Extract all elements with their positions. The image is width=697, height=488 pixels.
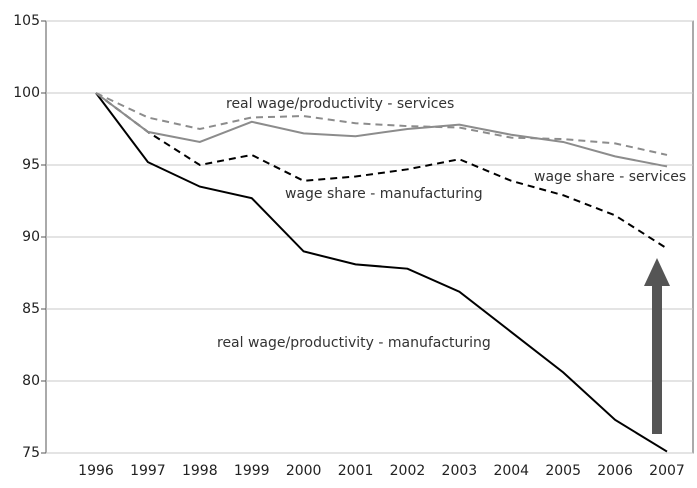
y-tick-label: 95: [22, 157, 40, 173]
x-tick-label: 2000: [286, 463, 322, 479]
x-tick-label: 1997: [130, 463, 166, 479]
x-tick-label: 2001: [338, 463, 374, 479]
x-tick-label: 2004: [493, 463, 529, 479]
y-tick-label: 80: [22, 373, 40, 389]
series-line: [95, 92, 668, 168]
series-label: real wage/productivity - services: [226, 96, 454, 112]
series-label: wage share - services: [534, 169, 686, 185]
y-tick-label: 100: [13, 85, 40, 101]
series-line: [95, 92, 668, 156]
series-line: [95, 92, 668, 453]
y-tick-label: 90: [22, 229, 40, 245]
y-tick-label: 85: [22, 301, 40, 317]
x-tick-label: 2003: [442, 463, 478, 479]
x-tick-label: 1999: [234, 463, 270, 479]
arrow-head: [644, 258, 670, 286]
series-line: [95, 92, 668, 250]
x-tick-label: 2006: [597, 463, 633, 479]
series-label: real wage/productivity - manufacturing: [217, 335, 491, 351]
y-tick-label: 105: [13, 13, 40, 29]
x-tick-label: 1996: [78, 463, 114, 479]
x-tick-label: 1998: [182, 463, 218, 479]
x-tick-label: 2007: [649, 463, 685, 479]
series-label: wage share - manufacturing: [285, 186, 483, 202]
x-tick-label: 2005: [545, 463, 581, 479]
x-tick-label: 2002: [390, 463, 426, 479]
y-tick-label: 75: [22, 445, 40, 461]
